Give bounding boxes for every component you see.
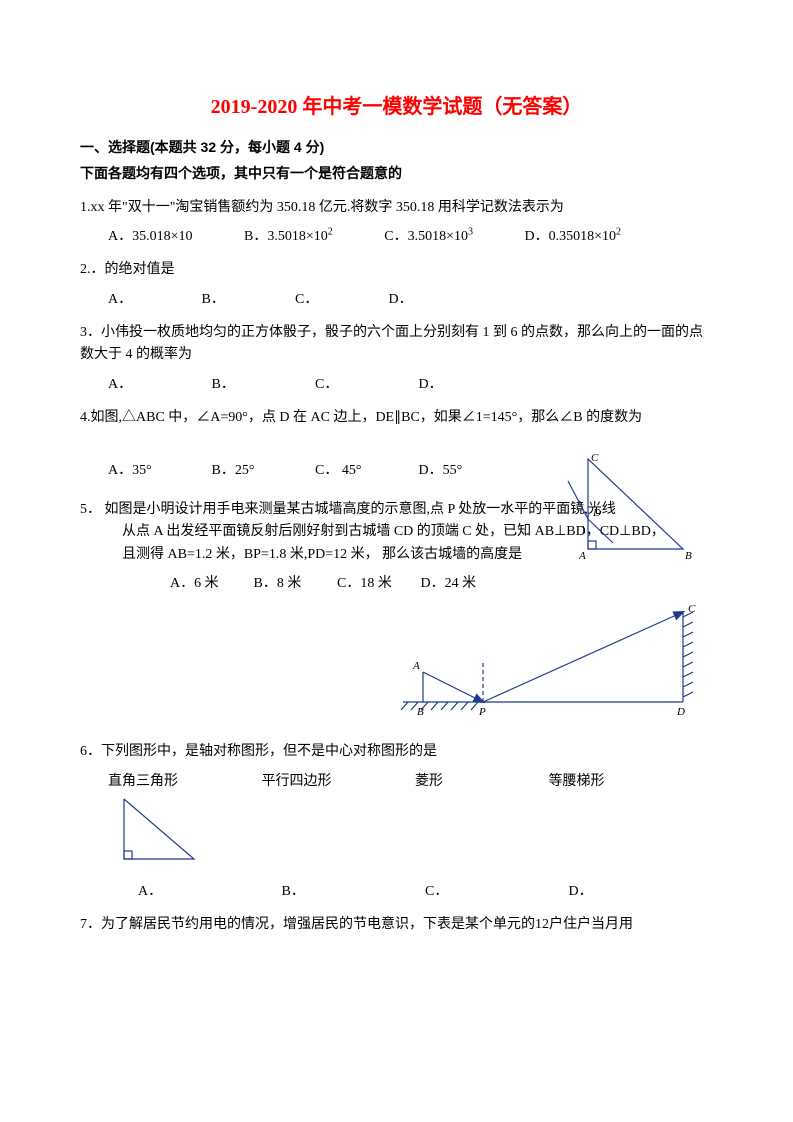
page: 2019-2020 年中考一模数学试题（无答案） 一、选择题(本题共 32 分，…	[0, 0, 793, 1122]
q1-opt-b-sup: 2	[328, 227, 333, 238]
q6-opt-c: C．	[425, 880, 565, 900]
q6-l1: 直角三角形	[108, 770, 258, 790]
q4-stem: 4.如图,△ABC 中，∠A=90°，点 D 在 AC 边上，DE∥BC，如果∠…	[80, 407, 713, 429]
q2-opt-a: A．	[108, 288, 198, 308]
q5-label-d: D	[676, 706, 685, 718]
q6-stem: 6．下列图形中，是轴对称图形，但不是中心对称图形的是	[80, 741, 713, 763]
q2-stem: 2.．的绝对值是	[80, 259, 713, 281]
q6-right-triangle-svg	[114, 794, 204, 869]
q2-opt-c: C．	[295, 288, 385, 308]
q1-opt-c-sup: 3	[468, 227, 473, 238]
q3-opt-b: B．	[212, 373, 312, 393]
q1-opt-a: A．35.018×10	[108, 225, 193, 245]
q3-opt-d: D．	[419, 373, 443, 393]
q5-figure: A B P C D	[80, 602, 713, 727]
q3-opt-c: C．	[315, 373, 415, 393]
q6-options: A． B． C． D．	[80, 880, 713, 900]
q4-figure: C A B D 1	[553, 451, 703, 566]
q6-opt-b: B．	[282, 880, 422, 900]
section-1-instruction: 下面各题均有四个选项，其中只有一个是符合题意的	[80, 163, 713, 183]
q2-opt-d: D．	[389, 288, 413, 308]
q1-opt-b: B．3.5018×102	[244, 225, 333, 245]
q4-opt-b: B．25°	[212, 459, 312, 479]
q4-triangle-svg: C A B D 1	[553, 451, 703, 561]
q5-label-c: C	[688, 603, 696, 615]
q1-opt-d-sup: 2	[616, 227, 621, 238]
q3-opt-a: A．	[108, 373, 208, 393]
q6-l2: 平行四边形	[262, 770, 412, 790]
q1-opt-d: D．0.35018×102	[524, 225, 621, 245]
q5-label-b: B	[417, 706, 424, 718]
q2-options: A． B． C． D．	[80, 288, 713, 308]
q4-opt-a: A．35°	[108, 459, 208, 479]
q2-opt-b: B．	[202, 288, 292, 308]
q3-stem: 3．小伟投一枚质地均匀的正方体骰子，骰子的六个面上分别刻有 1 到 6 的点数，…	[80, 322, 713, 367]
q5-opt-a: A．6 米	[170, 572, 250, 592]
q6-l4: 等腰梯形	[549, 770, 605, 790]
q5-mirror-svg: A B P C D	[393, 602, 713, 722]
q5-opt-c: C．18 米	[337, 572, 417, 592]
q5-label-a: A	[412, 660, 420, 672]
section-1-header: 一、选择题(本题共 32 分，每小题 4 分)	[80, 137, 713, 157]
q4-label-b: B	[685, 550, 692, 561]
page-title: 2019-2020 年中考一模数学试题（无答案）	[80, 90, 713, 119]
q1-stem: 1.xx 年"双十一"淘宝销售额约为 350.18 亿元.将数字 350.18 …	[80, 197, 713, 219]
q4-wrap: A．35° B．25° C． 45° D．55° C A B D 1	[80, 459, 713, 479]
q1-opt-a-text: A．35.018×10	[108, 225, 193, 245]
q4-label-c: C	[591, 452, 599, 464]
q6-l3: 菱形	[415, 770, 545, 790]
q6-opt-a: A．	[138, 880, 278, 900]
q4-label-d: D	[592, 507, 601, 519]
q1-opt-c: C．3.5018×103	[384, 225, 473, 245]
q7-stem: 7．为了解居民节约用电的情况，增强居民的节电意识，下表是某个单元的12户住户当月…	[80, 914, 713, 936]
q1-options: A．35.018×10 B．3.5018×102 C．3.5018×103 D．…	[80, 225, 713, 245]
q6-shape-labels: 直角三角形 平行四边形 菱形 等腰梯形	[80, 770, 713, 790]
q5-opt-d: D．24 米	[421, 572, 477, 592]
q3-options: A． B． C． D．	[80, 373, 713, 393]
q4-label-a: A	[578, 550, 586, 561]
q6-figure	[80, 794, 713, 874]
q4-opt-c: C． 45°	[315, 459, 415, 479]
q1-opt-d-text: D．0.35018×10	[524, 225, 616, 245]
q6-opt-d: D．	[569, 880, 593, 900]
q5-label-p: P	[478, 706, 486, 718]
q1-opt-c-text: C．3.5018×10	[384, 225, 468, 245]
q5-options: A．6 米 B．8 米 C．18 米 D．24 米	[80, 572, 713, 592]
q4-opt-d: D．55°	[419, 459, 463, 479]
q4-label-1: 1	[581, 525, 586, 536]
q1-opt-b-text: B．3.5018×10	[244, 225, 328, 245]
q5-opt-b: B．8 米	[254, 572, 334, 592]
